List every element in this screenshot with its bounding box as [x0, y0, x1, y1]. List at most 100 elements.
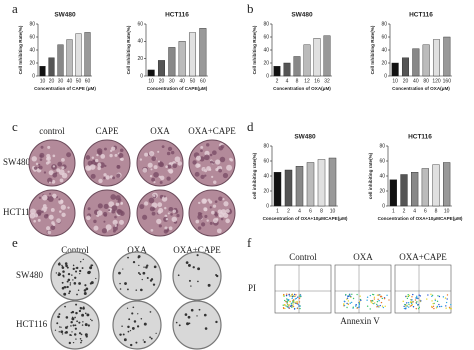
cell-texture: [119, 219, 124, 225]
event: [349, 302, 351, 304]
colony: [71, 274, 73, 276]
event: [436, 305, 439, 308]
event: [380, 301, 383, 304]
cell-texture: [164, 214, 168, 218]
cell-texture: [41, 210, 44, 213]
x-tick-label: 40: [67, 78, 73, 84]
cell-texture: [204, 150, 210, 156]
event: [386, 294, 388, 297]
event: [370, 301, 372, 303]
cell-texture: [97, 166, 101, 171]
x-axis-label: Annexin V: [340, 316, 380, 326]
colony: [83, 292, 87, 295]
colony: [72, 264, 75, 266]
x-tick-label: 50: [76, 78, 82, 84]
event: [376, 303, 378, 306]
event: [283, 293, 285, 296]
colony: [59, 326, 61, 328]
colony: [75, 338, 77, 340]
bar: [273, 66, 281, 77]
event: [285, 300, 287, 303]
x-tick-label: 40: [179, 78, 185, 84]
event: [291, 304, 293, 307]
cell-texture: [192, 160, 197, 165]
colony: [58, 273, 62, 276]
event: [449, 307, 451, 310]
cell-texture: [208, 168, 212, 172]
y-tick-label: 80: [263, 143, 269, 149]
colony: [64, 262, 68, 265]
cell-texture: [42, 204, 47, 208]
cell-texture: [159, 162, 164, 168]
cell-texture: [197, 226, 202, 230]
cell-texture: [50, 208, 55, 212]
panel-label: b: [247, 1, 254, 16]
y-tick-label: 0: [140, 73, 143, 79]
colony: [127, 330, 130, 333]
cell-texture: [170, 213, 173, 216]
column-label: OXA: [150, 126, 170, 136]
x-tick-label: 30: [169, 78, 175, 84]
cell-texture: [97, 203, 103, 209]
event: [350, 301, 353, 304]
cell-texture: [214, 200, 218, 203]
colony: [178, 324, 181, 327]
cell-texture: [148, 150, 155, 157]
colony: [79, 306, 82, 309]
event: [355, 304, 357, 306]
colony: [72, 267, 75, 271]
colony: [129, 343, 133, 347]
cell-texture: [111, 205, 118, 212]
cell-texture: [167, 146, 173, 152]
colony: [146, 277, 149, 280]
cell-texture: [168, 162, 172, 166]
x-axis-label: Concentration of CAPE (μM): [34, 86, 96, 91]
colony: [196, 254, 199, 257]
event: [415, 302, 418, 304]
row-label: HCT116: [16, 319, 48, 329]
y-tick-label: 60: [29, 34, 35, 40]
cell-texture: [103, 147, 107, 151]
cell-texture: [225, 218, 230, 224]
cell-texture: [103, 203, 109, 210]
y-tick-label: 0: [266, 73, 269, 79]
x-tick-label: 32: [324, 78, 330, 84]
cell-texture: [150, 228, 154, 232]
cell-texture: [203, 207, 208, 212]
cell-texture: [52, 165, 56, 168]
bar: [39, 66, 46, 77]
x-tick-label: 1: [392, 208, 395, 214]
cell-texture: [38, 196, 42, 199]
colony: [132, 260, 136, 264]
cell-texture: [200, 174, 205, 179]
event: [299, 294, 302, 296]
event: [379, 304, 381, 307]
cell-texture: [195, 155, 201, 161]
event: [366, 299, 368, 301]
cell-texture: [156, 218, 162, 225]
cell-texture: [214, 213, 219, 217]
x-tick-label: 2: [276, 78, 279, 84]
cell-texture: [108, 209, 111, 212]
colony: [89, 266, 93, 270]
bar: [432, 164, 440, 207]
colony: [76, 293, 78, 296]
cell-texture: [46, 226, 51, 231]
event: [293, 308, 296, 310]
colony: [68, 292, 70, 295]
cell-texture: [142, 167, 148, 173]
y-tick-label: 80: [263, 21, 269, 27]
cell-texture: [61, 157, 65, 162]
event: [431, 295, 433, 298]
colony: [91, 264, 94, 267]
chart-title: SW480: [294, 134, 316, 141]
colony: [190, 285, 192, 287]
cell-texture: [168, 206, 174, 212]
colony: [177, 274, 180, 277]
event: [384, 305, 386, 307]
cell-texture: [33, 213, 39, 218]
event: [289, 295, 291, 297]
colony: [69, 334, 72, 336]
colony: [71, 331, 73, 333]
colony: [84, 284, 87, 287]
